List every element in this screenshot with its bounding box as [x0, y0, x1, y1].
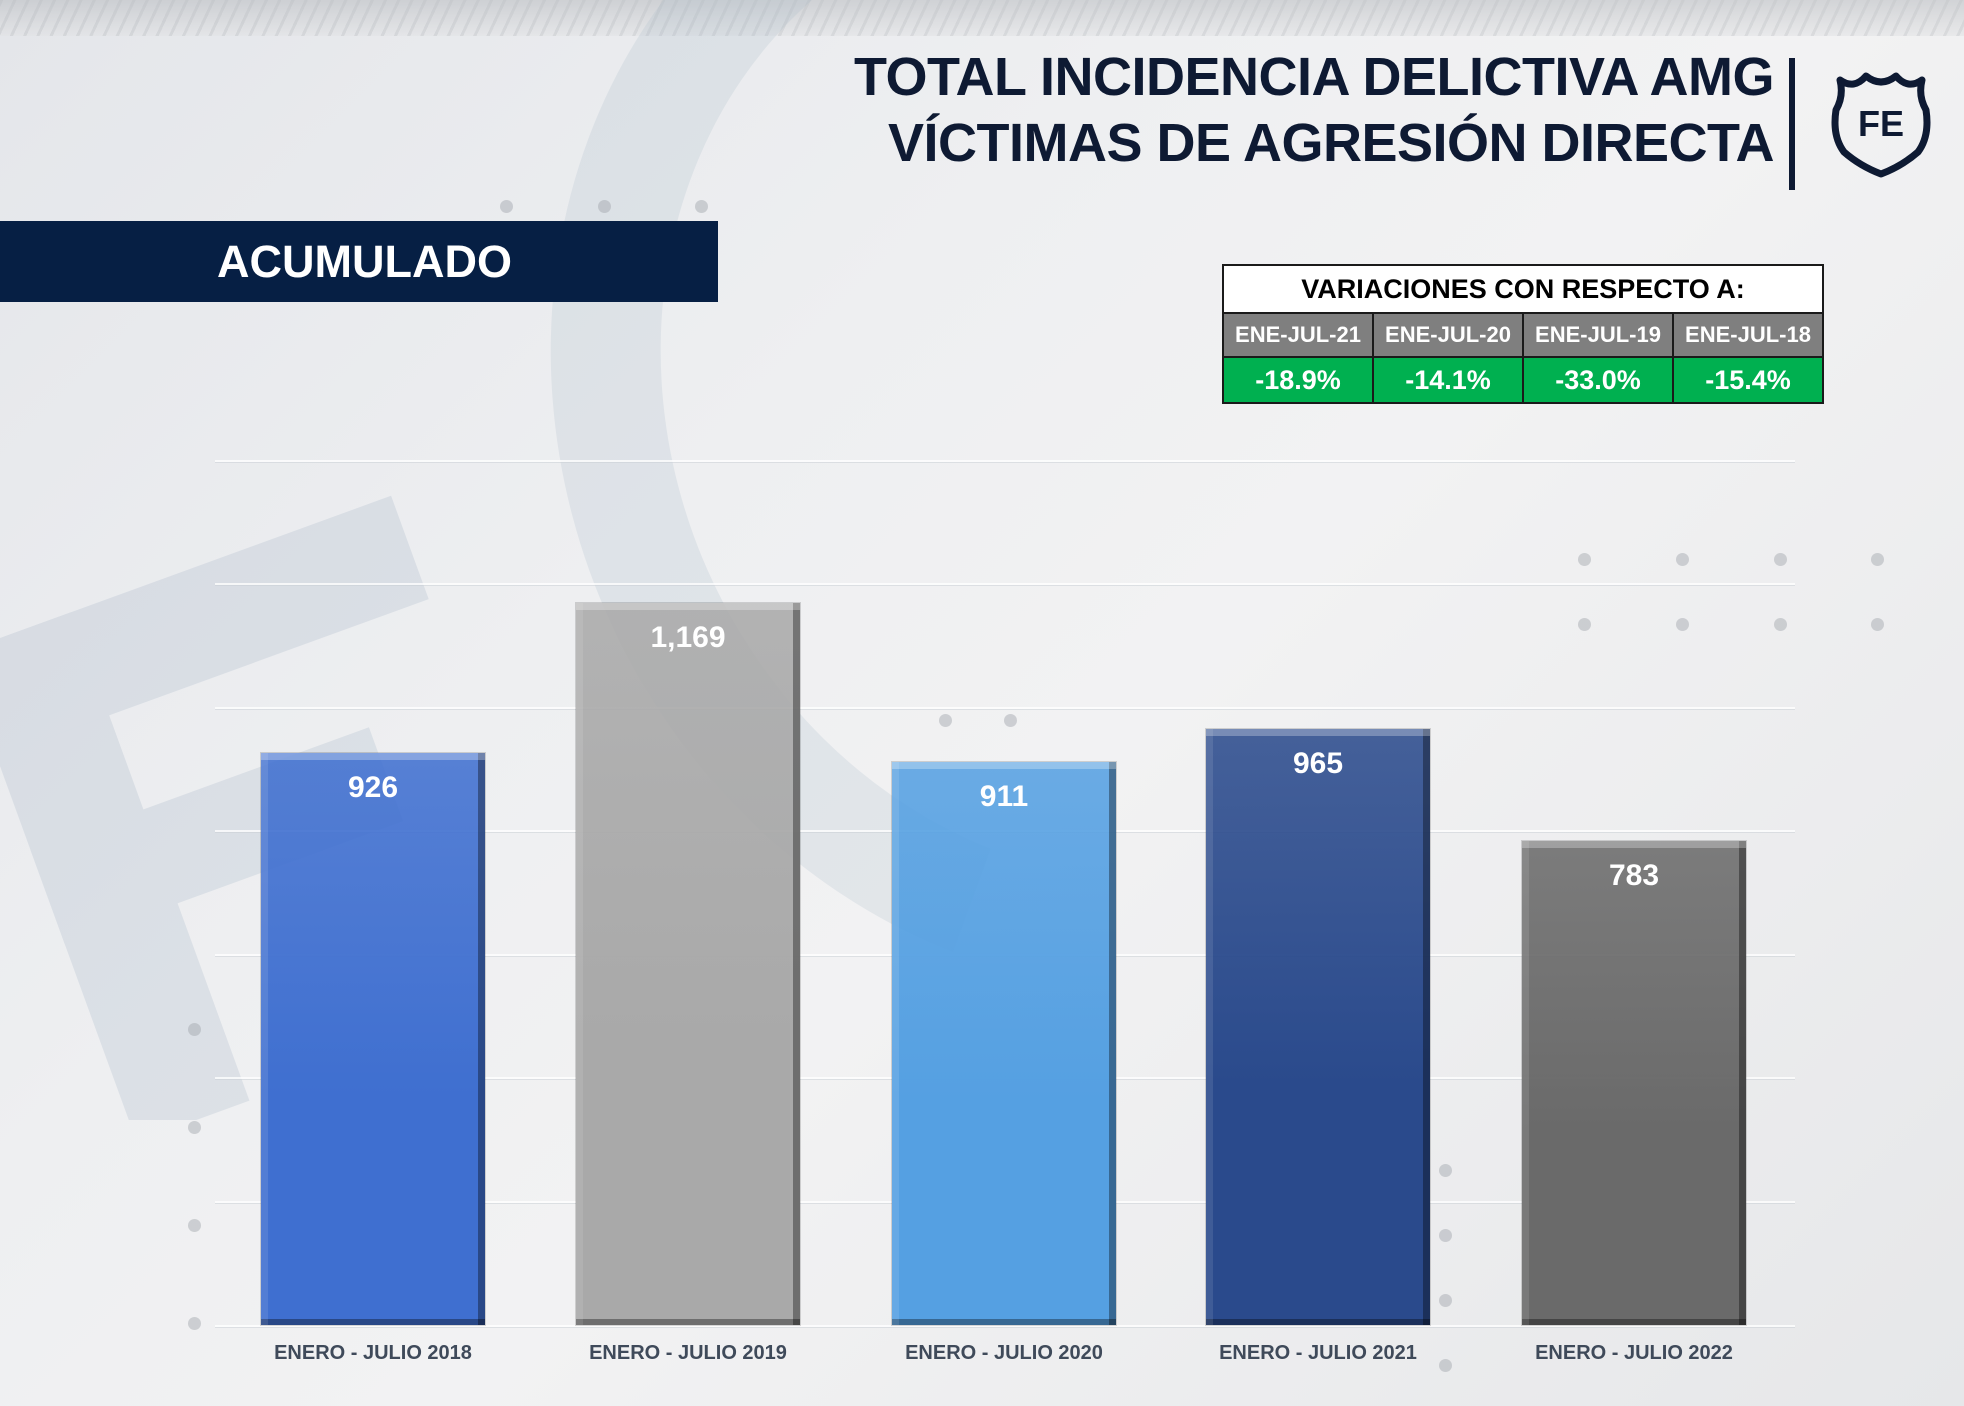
decorative-dot: [939, 714, 952, 727]
variation-column-header: ENE-JUL-18: [1672, 312, 1824, 358]
bar-2018: 926: [261, 752, 485, 1325]
decorative-dot: [1871, 553, 1884, 566]
decorative-dot: [188, 1219, 201, 1232]
bar-value-label: 1,169: [650, 620, 726, 654]
variation-value: -14.1%: [1372, 356, 1524, 404]
variations-heading: VARIACIONES CON RESPECTO A:: [1222, 264, 1824, 314]
decorative-dot: [1439, 1229, 1452, 1242]
decorative-dot: [1871, 618, 1884, 631]
section-banner: ACUMULADO: [0, 221, 718, 302]
x-axis-label: ENERO - JULIO 2020: [905, 1342, 1103, 1364]
gridline: [215, 460, 1795, 462]
shield-logo-icon: FE: [1831, 72, 1931, 178]
decorative-dot: [598, 200, 611, 213]
x-axis-label: ENERO - JULIO 2021: [1219, 1342, 1417, 1364]
variation-column-header: ENE-JUL-20: [1372, 312, 1524, 358]
x-axis-label: ENERO - JULIO 2022: [1535, 1342, 1733, 1364]
decorative-dot: [1578, 618, 1591, 631]
title-line-2: VÍCTIMAS DE AGRESIÓN DIRECTA: [887, 113, 1775, 173]
bar-value-label: 911: [979, 780, 1029, 814]
bar-2020: 911: [892, 762, 1116, 1325]
bar-2021: 965: [1206, 728, 1430, 1325]
variation-column-header: ENE-JUL-19: [1522, 312, 1674, 358]
decorative-dot: [1439, 1294, 1452, 1307]
variation-column-header: ENE-JUL-21: [1222, 312, 1374, 358]
x-axis-label: ENERO - JULIO 2018: [274, 1342, 472, 1364]
x-axis-baseline: [215, 1325, 1795, 1327]
bar-2022: 783: [1522, 841, 1746, 1325]
variation-value: -18.9%: [1222, 356, 1374, 404]
decorative-dot: [500, 200, 513, 213]
bar-value-label: 783: [1608, 859, 1660, 893]
decorative-dot: [695, 200, 708, 213]
decorative-top-band: [0, 0, 1964, 36]
title-line-1: TOTAL INCIDENCIA DELICTIVA AMG: [854, 47, 1774, 107]
decorative-dot: [1578, 553, 1591, 566]
variation-value: -15.4%: [1672, 356, 1824, 404]
gridline: [215, 707, 1795, 709]
decorative-dot: [1676, 553, 1689, 566]
decorative-dot: [1774, 618, 1787, 631]
decorative-dot: [1774, 553, 1787, 566]
gridline: [215, 583, 1795, 585]
decorative-dot: [1676, 618, 1689, 631]
x-axis-label: ENERO - JULIO 2019: [589, 1342, 787, 1364]
variation-value: -33.0%: [1522, 356, 1674, 404]
svg-text:FE: FE: [1858, 103, 1904, 144]
decorative-dot: [188, 1121, 201, 1134]
decorative-dot: [188, 1317, 201, 1330]
title-divider: [1789, 58, 1795, 190]
decorative-dot: [1439, 1164, 1452, 1177]
decorative-dot: [1004, 714, 1017, 727]
decorative-dot: [188, 1023, 201, 1036]
bar-2019: 1,169: [576, 602, 800, 1325]
bar-value-label: 965: [1292, 746, 1344, 780]
banner-label: ACUMULADO: [217, 236, 512, 287]
page-title: TOTAL INCIDENCIA DELICTIVA AMG VÍCTIMAS …: [854, 44, 1774, 176]
decorative-dot: [1439, 1359, 1452, 1372]
variations-table: VARIACIONES CON RESPECTO A: ENE-JUL-21 E…: [1222, 264, 1824, 404]
bar-value-label: 926: [347, 770, 399, 804]
